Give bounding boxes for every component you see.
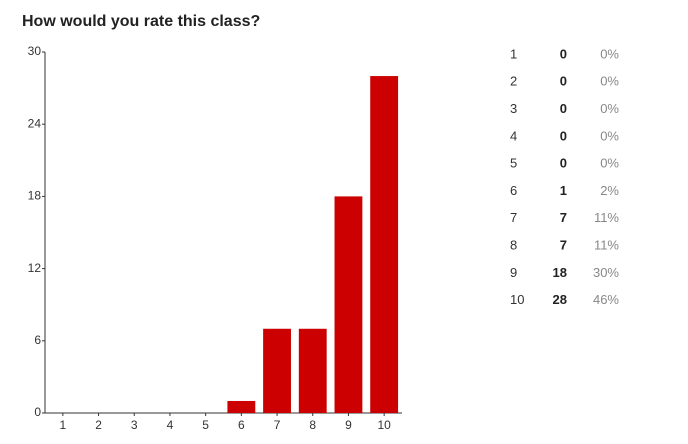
x-tick-label: 1 — [60, 418, 67, 432]
table-count: 7 — [560, 210, 567, 225]
table-percent: 0% — [600, 156, 619, 171]
x-tick-label: 5 — [202, 418, 209, 432]
table-count: 1 — [560, 183, 567, 198]
bar — [263, 328, 291, 413]
x-tick-label: 10 — [377, 418, 391, 432]
table-percent: 0% — [600, 101, 619, 116]
table-category: 10 — [510, 292, 524, 307]
table-count: 0 — [560, 46, 567, 61]
x-tick-label: 9 — [345, 418, 352, 432]
table-category: 5 — [510, 156, 517, 171]
table-category: 9 — [510, 265, 517, 280]
y-tick-label: 6 — [34, 333, 41, 347]
y-tick-label: 30 — [28, 44, 42, 58]
table-percent: 11% — [594, 210, 619, 225]
x-tick-label: 6 — [238, 418, 245, 432]
x-tick-label: 4 — [167, 418, 174, 432]
table-category: 2 — [510, 74, 517, 89]
x-tick-label: 7 — [274, 418, 281, 432]
x-tick-label: 3 — [131, 418, 138, 432]
table-category: 1 — [510, 46, 517, 61]
x-tick-label: 2 — [95, 418, 102, 432]
table-percent: 30% — [593, 265, 619, 280]
table-count: 28 — [553, 292, 567, 307]
bar — [334, 196, 363, 413]
table-category: 6 — [510, 183, 517, 198]
x-tick-label: 8 — [309, 418, 316, 432]
y-tick-label: 18 — [28, 189, 42, 203]
table-count: 18 — [553, 265, 567, 280]
table-count: 0 — [560, 101, 567, 116]
bar — [298, 328, 327, 413]
chart-title: How would you rate this class? — [22, 13, 260, 30]
y-tick-label: 0 — [34, 405, 41, 419]
table-count: 0 — [560, 156, 567, 171]
table-count: 0 — [560, 128, 567, 143]
table-count: 0 — [560, 74, 567, 89]
y-tick-label: 24 — [28, 116, 42, 130]
table-percent: 46% — [593, 292, 619, 307]
table-category: 4 — [510, 128, 517, 143]
bar — [227, 400, 256, 413]
table-percent: 0% — [600, 128, 619, 143]
table-count: 7 — [560, 238, 567, 253]
table-percent: 0% — [600, 46, 619, 61]
y-tick-label: 12 — [28, 261, 42, 275]
table-percent: 2% — [600, 183, 619, 198]
table-category: 8 — [510, 238, 517, 253]
bar — [370, 76, 399, 414]
table-percent: 0% — [600, 74, 619, 89]
table-percent: 11% — [594, 238, 619, 253]
table-category: 7 — [510, 210, 517, 225]
table-category: 3 — [510, 101, 517, 116]
